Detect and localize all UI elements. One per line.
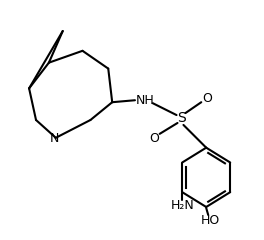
Text: NH: NH (135, 94, 154, 107)
Text: HO: HO (201, 214, 220, 227)
Text: O: O (202, 92, 212, 105)
Text: S: S (177, 111, 186, 125)
Text: N: N (50, 132, 59, 145)
Text: H₂N: H₂N (170, 199, 194, 212)
Text: O: O (149, 132, 159, 145)
